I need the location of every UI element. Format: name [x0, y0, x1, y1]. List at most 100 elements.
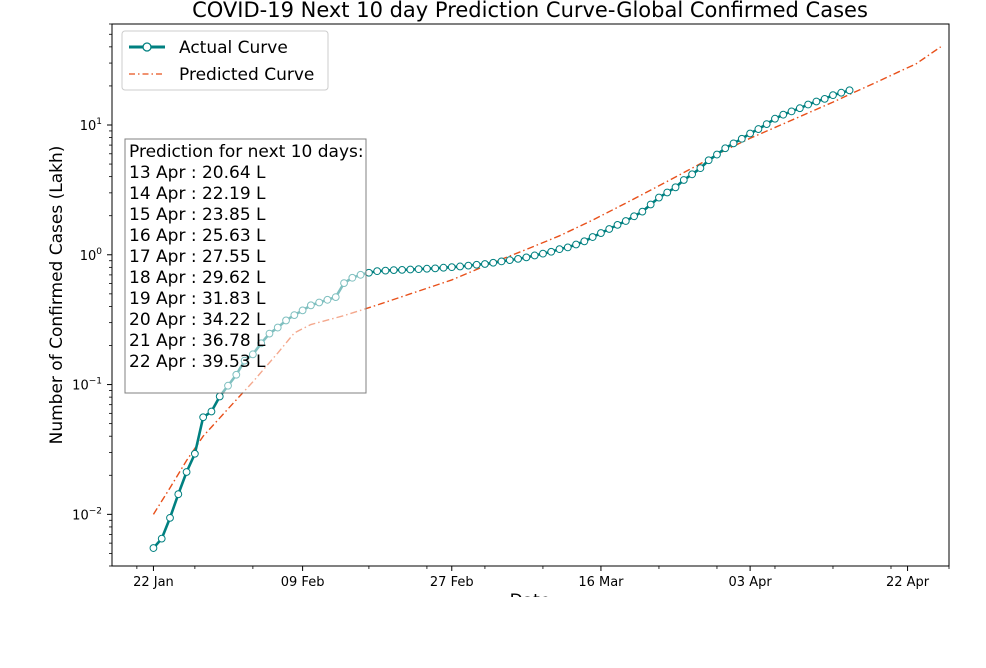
actual-point: [729, 139, 738, 148]
actual-point: [530, 251, 539, 260]
actual-point: [621, 217, 630, 225]
actual-point: [704, 156, 713, 165]
x-axis-ticks: 22 Jan 09 Feb 27 Feb 16 Mar 03 Apr 22 Apr: [133, 566, 950, 590]
actual-point: [522, 253, 531, 262]
actual-point: [157, 534, 166, 543]
actual-point: [713, 150, 721, 159]
legend-actual-label: Actual Curve: [179, 38, 288, 58]
y-tick-exponent: −1: [89, 377, 102, 387]
x-tick-label: 09 Feb: [281, 575, 325, 590]
actual-point: [679, 176, 688, 184]
actual-point: [389, 266, 398, 275]
actual-point: [166, 513, 174, 522]
y-tick-exponent: −2: [89, 506, 102, 516]
actual-point: [174, 490, 183, 499]
actual-point: [464, 261, 473, 270]
actual-point: [190, 449, 199, 458]
actual-point: [447, 263, 456, 272]
actual-point: [207, 407, 216, 416]
actual-point: [423, 264, 431, 273]
legend-predicted-label: Predicted Curve: [179, 65, 314, 85]
annotation-line: 22 Apr : 39.53 L: [129, 352, 266, 372]
actual-point: [646, 200, 655, 209]
actual-point: [149, 544, 158, 552]
x-tick-label: 27 Feb: [430, 575, 474, 590]
y-tick-label: 100: [80, 247, 103, 264]
actual-point: [182, 468, 191, 476]
figure-bottom-area: [0, 597, 986, 668]
actual-point: [613, 220, 622, 229]
actual-point: [754, 125, 763, 133]
actual-point: [514, 254, 522, 263]
y-tick-label: 10−1: [72, 377, 102, 394]
actual-point: [688, 170, 696, 179]
actual-point: [572, 240, 580, 249]
actual-point: [588, 233, 597, 241]
actual-point: [555, 245, 564, 254]
actual-point: [406, 265, 415, 274]
x-tick-label: 03 Apr: [729, 575, 773, 590]
actual-point: [638, 207, 647, 216]
annotation-line: 20 Apr : 34.22 L: [129, 310, 266, 330]
y-axis-label: Number of Confirmed Cases (Lakh): [47, 146, 67, 445]
y-tick-exponent: 0: [96, 247, 102, 257]
annotation-line: 13 Apr : 20.64 L: [129, 163, 266, 183]
annotation-line: 21 Apr : 36.78 L: [129, 331, 266, 351]
actual-point: [746, 129, 755, 138]
actual-point: [199, 413, 208, 422]
legend-box: [121, 30, 329, 91]
annotation-line: 18 Apr : 29.62 L: [129, 268, 266, 288]
y-tick-base: 10: [72, 508, 89, 523]
y-tick-label: 101: [80, 117, 102, 134]
actual-point: [771, 114, 779, 123]
actual-point: [787, 107, 796, 116]
actual-point: [829, 91, 837, 100]
actual-point: [605, 225, 614, 233]
y-tick-base: 10: [80, 249, 97, 264]
actual-point: [812, 97, 821, 106]
actual-point: [737, 134, 746, 143]
annotation-line: 19 Apr : 31.83 L: [129, 289, 266, 309]
annotation-lines: 13 Apr : 20.64 L14 Apr : 22.19 L15 Apr :…: [129, 163, 266, 372]
actual-point: [795, 104, 804, 113]
y-tick-base: 10: [72, 379, 89, 394]
actual-point: [414, 265, 423, 274]
y-tick-base: 10: [80, 119, 97, 134]
x-tick-label: 22 Jan: [133, 575, 174, 590]
actual-point: [398, 265, 406, 274]
actual-point: [489, 258, 498, 267]
actual-point: [373, 267, 382, 276]
annotation-line: 16 Apr : 25.63 L: [129, 226, 266, 246]
y-tick-label: 10−2: [72, 506, 102, 523]
actual-point: [671, 183, 680, 192]
chart-title: COVID-19 Next 10 day Prediction Curve-Gl…: [192, 0, 868, 22]
annotation-line: 14 Apr : 22.19 L: [129, 184, 266, 204]
annotation-line: 15 Apr : 23.85 L: [129, 205, 266, 225]
actual-point: [547, 247, 556, 256]
actual-point: [663, 188, 672, 197]
actual-point: [456, 262, 464, 271]
actual-point: [820, 94, 829, 103]
actual-point: [655, 193, 663, 202]
actual-point: [696, 164, 705, 173]
actual-point: [365, 268, 373, 277]
actual-point: [721, 144, 730, 153]
actual-point: [804, 100, 813, 109]
actual-point: [630, 212, 638, 221]
actual-point: [431, 264, 440, 273]
actual-point: [439, 263, 448, 272]
x-tick-label: 16 Mar: [578, 575, 624, 590]
actual-point: [539, 249, 547, 258]
annotation-line: 17 Apr : 27.55 L: [129, 247, 266, 267]
prediction-annotation: Prediction for next 10 days: 13 Apr : 20…: [124, 138, 367, 394]
actual-point: [779, 110, 788, 119]
actual-point: [580, 237, 589, 246]
annotation-heading: Prediction for next 10 days:: [129, 142, 364, 162]
y-tick-exponent: 1: [96, 117, 102, 127]
actual-point: [837, 88, 846, 97]
actual-point: [481, 260, 489, 268]
actual-point: [472, 260, 481, 269]
actual-point: [497, 257, 506, 266]
actual-point: [381, 266, 390, 275]
